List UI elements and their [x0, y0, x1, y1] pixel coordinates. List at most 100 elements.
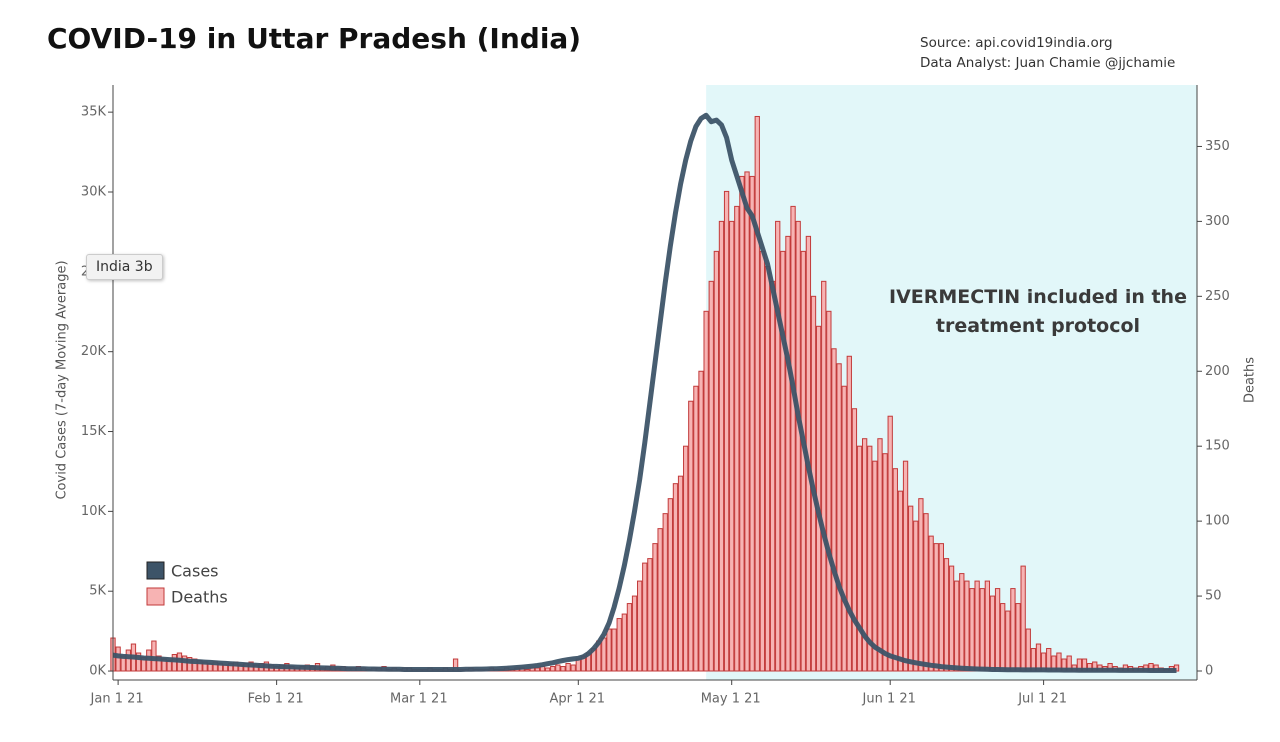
bar: [872, 460, 878, 672]
y2-tick-label: 150: [1205, 439, 1230, 454]
bar: [616, 618, 622, 672]
bar: [908, 505, 914, 672]
bar: [1010, 588, 1016, 672]
legend-label: Deaths: [171, 588, 228, 607]
bar: [913, 520, 919, 672]
bar: [565, 663, 571, 672]
bar: [754, 115, 760, 672]
bar: [611, 628, 617, 672]
x-tick-label: Jun 1 21: [862, 692, 916, 707]
bar: [652, 543, 658, 672]
y-tick-label: 10K: [81, 504, 107, 519]
bar: [187, 657, 193, 672]
bar: [749, 175, 755, 672]
x-tick-label: Feb 1 21: [248, 692, 304, 707]
bar: [677, 475, 684, 672]
bar: [826, 310, 832, 672]
y2-tick-label: 300: [1205, 214, 1230, 229]
bar: [867, 445, 873, 672]
bar: [734, 205, 740, 672]
bar: [524, 669, 530, 672]
y-tick-label: 15K: [81, 424, 107, 439]
bar: [708, 280, 714, 672]
bar: [171, 654, 178, 672]
bar: [718, 220, 725, 672]
legend-swatch: [146, 587, 165, 606]
bar: [984, 580, 991, 672]
bar: [1015, 603, 1021, 672]
bar: [606, 628, 612, 672]
bar: [780, 250, 786, 672]
bar: [1035, 643, 1042, 672]
bar: [723, 190, 730, 672]
bar: [836, 363, 842, 672]
bar: [693, 385, 699, 672]
bar: [933, 543, 939, 672]
bar: [887, 415, 893, 672]
bar: [892, 468, 898, 672]
x-tick-label: May 1 21: [701, 692, 761, 707]
bar: [785, 235, 791, 672]
tooltip: India 3b: [86, 254, 163, 280]
bar: [877, 438, 883, 672]
bar: [795, 220, 801, 672]
bar: [1000, 603, 1006, 672]
source: Source: api.covid19india.org: [920, 35, 1113, 51]
bar: [683, 445, 689, 672]
bar: [667, 498, 673, 672]
y2-tick-label: 200: [1205, 364, 1230, 379]
y-tick-label: 20K: [81, 344, 107, 359]
bar: [744, 171, 750, 672]
y-axis-label: Covid Cases (7-day Moving Average): [55, 260, 70, 499]
bar: [739, 175, 745, 672]
bar: [544, 667, 551, 672]
bar: [703, 310, 709, 672]
y-tick-label: 0K: [89, 664, 106, 679]
bar: [125, 649, 131, 672]
bar: [713, 250, 720, 672]
bar: [969, 588, 975, 672]
bar: [938, 543, 944, 672]
bar: [928, 535, 934, 672]
bar: [790, 205, 796, 672]
bar: [897, 490, 904, 672]
bar: [851, 408, 858, 672]
bar: [647, 558, 653, 672]
y2-axis-label: Deaths: [1243, 357, 1258, 403]
bar: [601, 637, 607, 672]
bar: [764, 265, 771, 672]
x-tick-label: Jul 1 21: [1017, 692, 1067, 707]
bar: [534, 667, 541, 672]
bar: [821, 280, 827, 672]
x-tick-label: Jan 1 21: [90, 692, 144, 707]
y2-tick-label: 350: [1205, 139, 1230, 154]
bar: [555, 664, 561, 672]
y2-tick-label: 100: [1205, 514, 1230, 529]
bar: [861, 438, 868, 672]
x-tick-label: Apr 1 21: [550, 692, 606, 707]
bar: [631, 595, 638, 672]
bar: [637, 580, 643, 672]
bar: [672, 483, 679, 672]
bar: [657, 528, 663, 672]
y-tick-label: 35K: [81, 105, 107, 120]
bar: [959, 573, 965, 672]
bar: [882, 453, 888, 672]
bar: [1025, 628, 1031, 672]
bar: [841, 385, 847, 672]
bar: [560, 666, 566, 672]
bar: [550, 666, 556, 672]
x-tick-label: Mar 1 21: [390, 692, 448, 707]
bar: [831, 348, 837, 672]
bar: [135, 652, 142, 672]
bar: [943, 558, 950, 672]
annotation: IVERMECTIN included in the treatment pro…: [889, 286, 1187, 337]
bar: [918, 498, 924, 672]
bar: [902, 460, 909, 672]
bar: [954, 580, 960, 672]
bar: [948, 565, 955, 672]
chart-title: COVID-19 in Uttar Pradesh (India): [47, 22, 581, 55]
bar: [775, 220, 781, 672]
